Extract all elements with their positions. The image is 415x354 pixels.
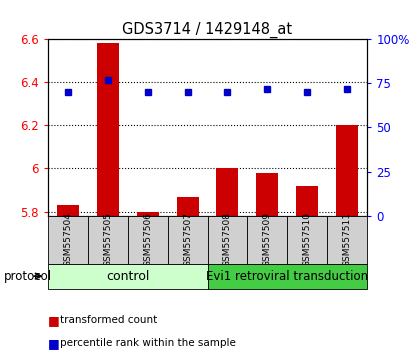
Text: percentile rank within the sample: percentile rank within the sample	[60, 338, 236, 348]
Bar	[256, 173, 278, 216]
FancyBboxPatch shape	[48, 264, 208, 289]
Bar	[97, 43, 119, 216]
FancyBboxPatch shape	[327, 216, 367, 264]
FancyBboxPatch shape	[88, 216, 128, 264]
Bar	[217, 169, 239, 216]
Text: ■: ■	[48, 337, 59, 350]
FancyBboxPatch shape	[128, 216, 168, 264]
FancyBboxPatch shape	[48, 216, 88, 264]
Bar	[296, 186, 318, 216]
Text: GSM557505: GSM557505	[103, 212, 112, 267]
Text: GSM557509: GSM557509	[263, 212, 272, 267]
Text: GSM557507: GSM557507	[183, 212, 192, 267]
Bar	[137, 212, 159, 216]
Text: GSM557506: GSM557506	[143, 212, 152, 267]
Text: ■: ■	[48, 314, 59, 327]
Text: protocol: protocol	[4, 270, 52, 282]
Text: GSM557511: GSM557511	[343, 212, 352, 267]
FancyBboxPatch shape	[247, 216, 287, 264]
Text: GSM557508: GSM557508	[223, 212, 232, 267]
Text: control: control	[106, 270, 149, 282]
Bar	[57, 205, 79, 216]
Text: transformed count: transformed count	[60, 315, 157, 325]
Text: GSM557504: GSM557504	[63, 212, 72, 267]
Title: GDS3714 / 1429148_at: GDS3714 / 1429148_at	[122, 21, 293, 38]
Bar	[336, 125, 358, 216]
Text: Evi1 retroviral transduction: Evi1 retroviral transduction	[206, 270, 369, 282]
FancyBboxPatch shape	[168, 216, 208, 264]
FancyBboxPatch shape	[208, 264, 367, 289]
Text: GSM557510: GSM557510	[303, 212, 312, 267]
Bar	[176, 196, 198, 216]
FancyBboxPatch shape	[208, 216, 247, 264]
FancyBboxPatch shape	[287, 216, 327, 264]
